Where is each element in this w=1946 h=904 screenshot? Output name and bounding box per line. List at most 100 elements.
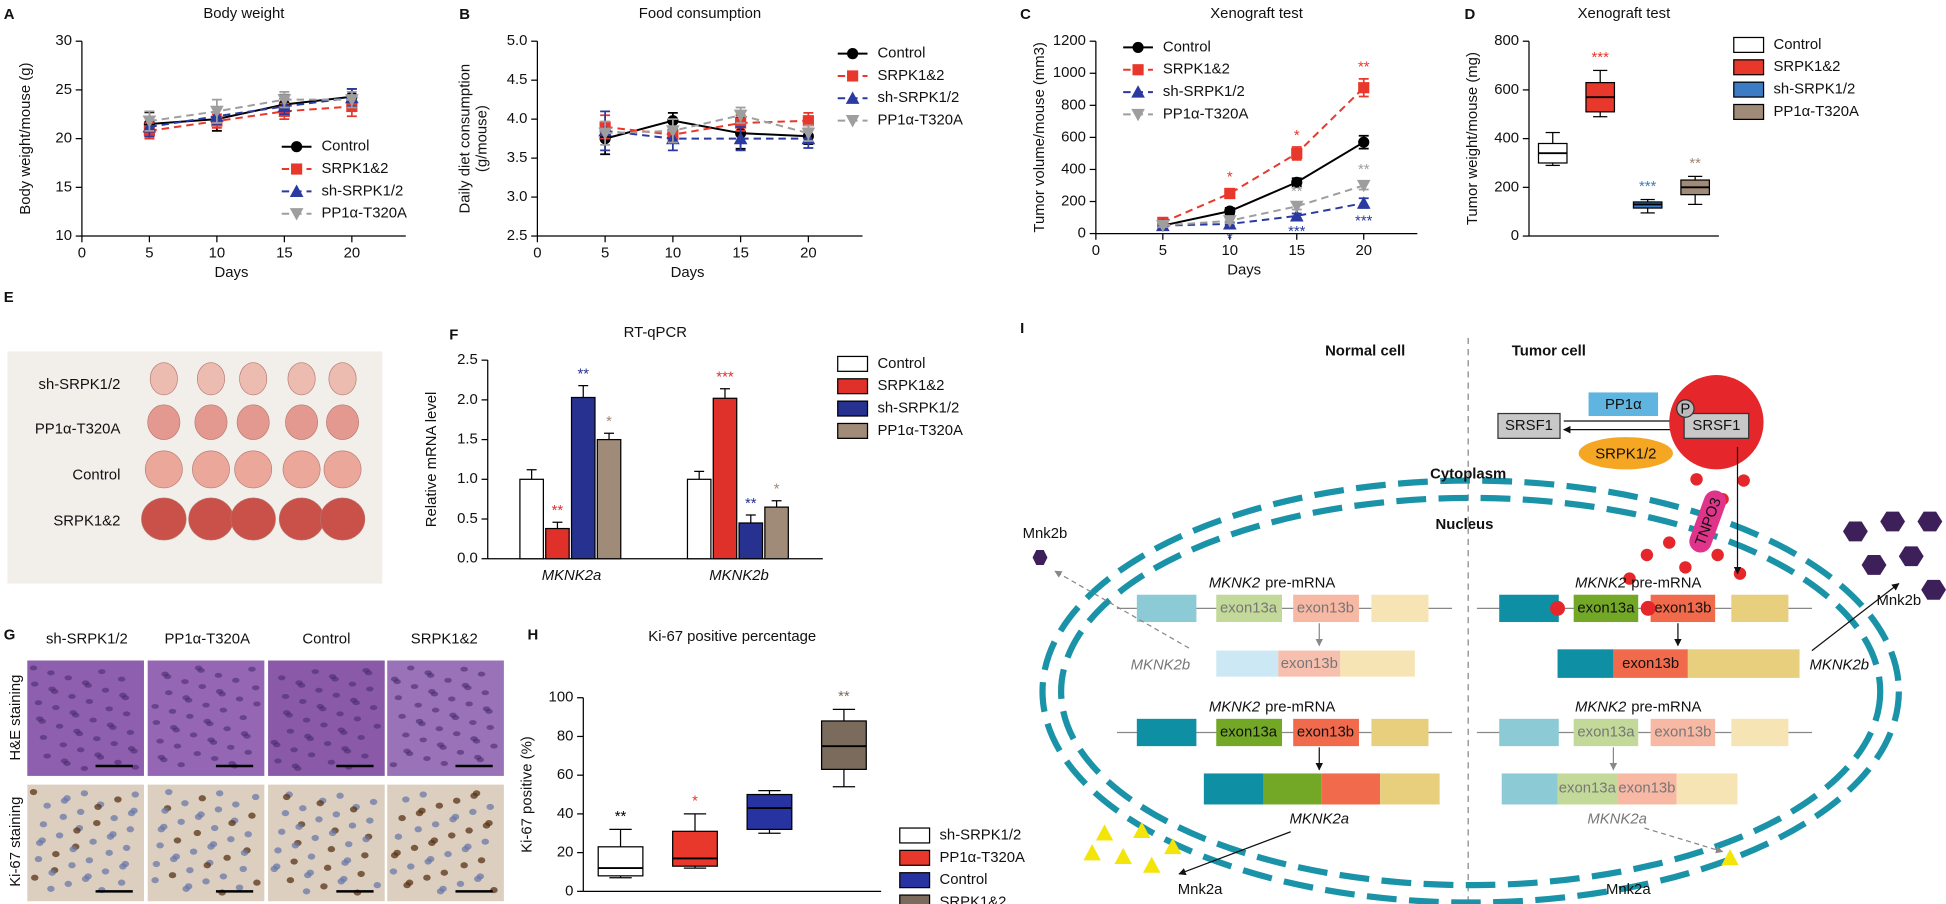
legend-label: PP1α-T320A: [877, 113, 963, 129]
nucleus-dot: [43, 753, 51, 759]
cell-dot: [415, 810, 424, 817]
cell-dot: [198, 795, 207, 802]
cell-dot: [282, 793, 291, 801]
exon: [1501, 773, 1558, 805]
nucleus-dot: [402, 732, 410, 738]
cell-dot: [302, 888, 311, 895]
panel-letter: G: [4, 628, 16, 644]
exon: [1136, 718, 1197, 747]
x-tick-label: 15: [276, 245, 293, 261]
cell-label: Normal cell: [1325, 343, 1405, 359]
point: [801, 127, 816, 140]
nucleus-dot: [353, 716, 362, 722]
y-tick-label: 40: [557, 806, 574, 822]
panel-letter: D: [1464, 7, 1475, 23]
tumor-photo: [141, 362, 366, 541]
nucleus-dot: [126, 730, 135, 735]
cell-dot: [76, 808, 85, 816]
point: [1358, 136, 1370, 148]
nucleus-dot: [307, 752, 316, 758]
cell-dot: [182, 885, 190, 892]
cell-dot: [60, 797, 69, 804]
cell-dot: [410, 844, 419, 852]
nucleus-dot: [152, 720, 161, 726]
cell-dot: [219, 873, 228, 880]
significance: *: [1294, 128, 1300, 144]
significance: **: [745, 496, 757, 512]
cell-dot: [110, 815, 118, 822]
cell-dot: [274, 847, 282, 854]
x-tick-label: MKNK2b: [709, 568, 769, 584]
y-tick-label: 2.0: [457, 392, 478, 408]
significance: **: [1291, 184, 1303, 200]
box: [746, 793, 793, 831]
y-axis-label: Tumor weight/mouse (mg): [1465, 52, 1481, 225]
tumor: [149, 362, 178, 396]
column-label: PP1α-T320A: [165, 631, 251, 647]
y-tick-label: 1.0: [457, 471, 478, 487]
legend-label: sh-SRPK1/2: [321, 183, 403, 199]
point: [733, 109, 748, 123]
cell-dot: [152, 860, 161, 868]
nucleus-dot: [470, 736, 478, 742]
cell-dot: [35, 839, 44, 847]
panel-letter: B: [459, 7, 470, 23]
nucleus-dot: [482, 706, 491, 712]
y-tick-label: 0: [1511, 228, 1519, 244]
cell-dot: [170, 855, 178, 863]
gene: MKNK2: [1209, 575, 1261, 591]
legend-swatch: [837, 400, 869, 417]
cell-dot: [215, 790, 224, 797]
pre-mrna-label: MKNK2 pre-mRNA: [1575, 700, 1702, 716]
nucleus-dot: [39, 734, 48, 740]
cell-dot: [122, 844, 131, 852]
nucleus-dot: [431, 707, 440, 713]
nucleus-dot: [119, 692, 127, 698]
cell-dot: [253, 879, 261, 886]
x-tick-label: 0: [533, 245, 541, 261]
exon: [1340, 650, 1415, 677]
cell-dot: [278, 828, 286, 835]
cell-dot: [460, 862, 468, 869]
point: [1224, 187, 1236, 200]
nucleus-dot: [389, 762, 398, 768]
transcript-label: MKNK2b: [1131, 657, 1191, 673]
legend-swatch: [837, 422, 869, 439]
cell-dot: [177, 818, 185, 825]
nucleus-dot: [299, 698, 307, 704]
cell-dot: [29, 788, 38, 796]
y-tick-label: 3.0: [507, 189, 528, 205]
tumor: [319, 497, 366, 541]
cell-dot: [435, 802, 444, 809]
nucleus-dot: [232, 677, 240, 683]
cell-dot: [316, 800, 324, 807]
bar: [686, 478, 712, 560]
nucleus-dot: [55, 723, 64, 729]
nucleus-dot: [428, 689, 436, 695]
nucleus-dot: [362, 667, 370, 673]
nucleus-dot: [89, 717, 97, 723]
tumor: [192, 450, 230, 489]
significance: ***: [1639, 179, 1657, 195]
y-tick-label: 10: [55, 228, 72, 244]
legend-swatch: [1733, 103, 1765, 121]
nucleus-dot: [203, 718, 211, 724]
cell-dot: [332, 811, 341, 818]
exon: [1321, 773, 1381, 805]
cell-dot: [461, 846, 470, 853]
exon-label: exon13b: [1654, 600, 1711, 616]
nucleus-dot: [461, 682, 470, 688]
cell-dot: [295, 823, 303, 830]
cell-dot: [366, 817, 374, 824]
he-image: [268, 660, 385, 776]
point: [1222, 215, 1237, 228]
x-axis-label: Days: [1227, 263, 1261, 279]
series-line: [605, 114, 809, 135]
ki67-image: [27, 784, 144, 902]
nucleus-dot: [469, 720, 477, 726]
point: [142, 115, 157, 128]
hexagons: [1032, 511, 1946, 600]
nucleus-dot: [304, 733, 312, 739]
tumor: [328, 362, 357, 396]
nucleus-dot: [177, 762, 185, 768]
